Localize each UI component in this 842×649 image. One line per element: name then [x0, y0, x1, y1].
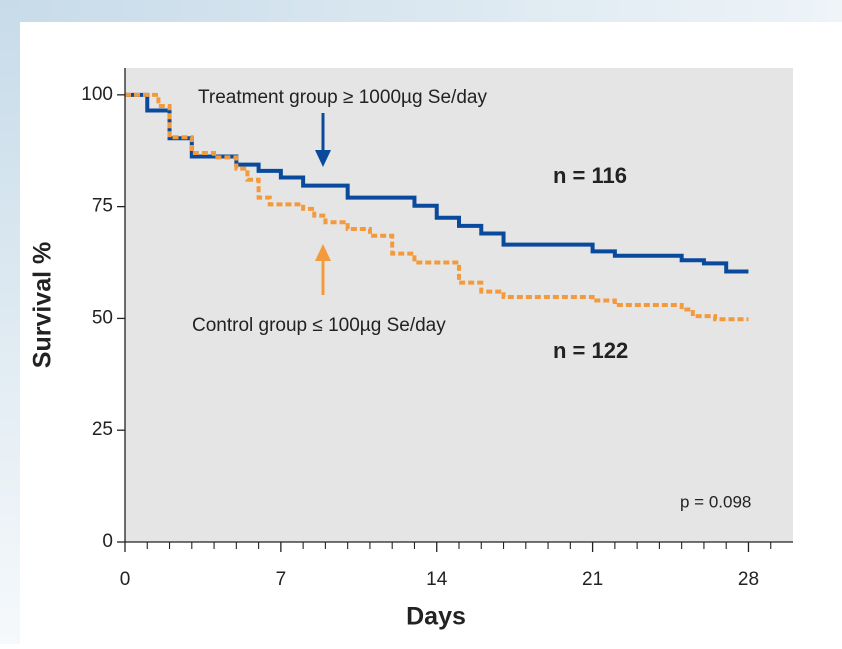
legend-label: Treatment group ≥ 1000µg Se/day	[198, 87, 487, 108]
y-tick-label: 100	[81, 84, 113, 105]
y-axis-label: Survival %	[29, 242, 57, 368]
y-tick-label: 25	[92, 419, 113, 440]
y-tick-label: 0	[102, 531, 113, 552]
x-tick-label: 0	[120, 569, 131, 590]
n-label: n = 122	[553, 338, 628, 363]
y-tick-label: 50	[92, 307, 113, 328]
x-tick-label: 21	[582, 569, 603, 590]
x-tick-label: 14	[426, 569, 448, 590]
background-band	[0, 0, 20, 644]
x-tick-label: 7	[276, 569, 287, 590]
background-band	[0, 0, 842, 22]
n-label: n = 116	[553, 163, 627, 188]
y-tick-label: 75	[92, 196, 113, 217]
x-axis-label: Days	[406, 603, 466, 631]
legend-label: Control group ≤ 100µg Se/day	[192, 315, 446, 336]
survival-curve	[125, 92, 749, 322]
plot-area	[125, 68, 793, 542]
survival-curve	[125, 92, 749, 274]
annotation-arrow-head	[315, 244, 331, 261]
annotation: p = 0.098	[680, 492, 751, 511]
x-tick-label: 28	[738, 569, 759, 590]
annotation-arrow-head	[315, 150, 331, 167]
